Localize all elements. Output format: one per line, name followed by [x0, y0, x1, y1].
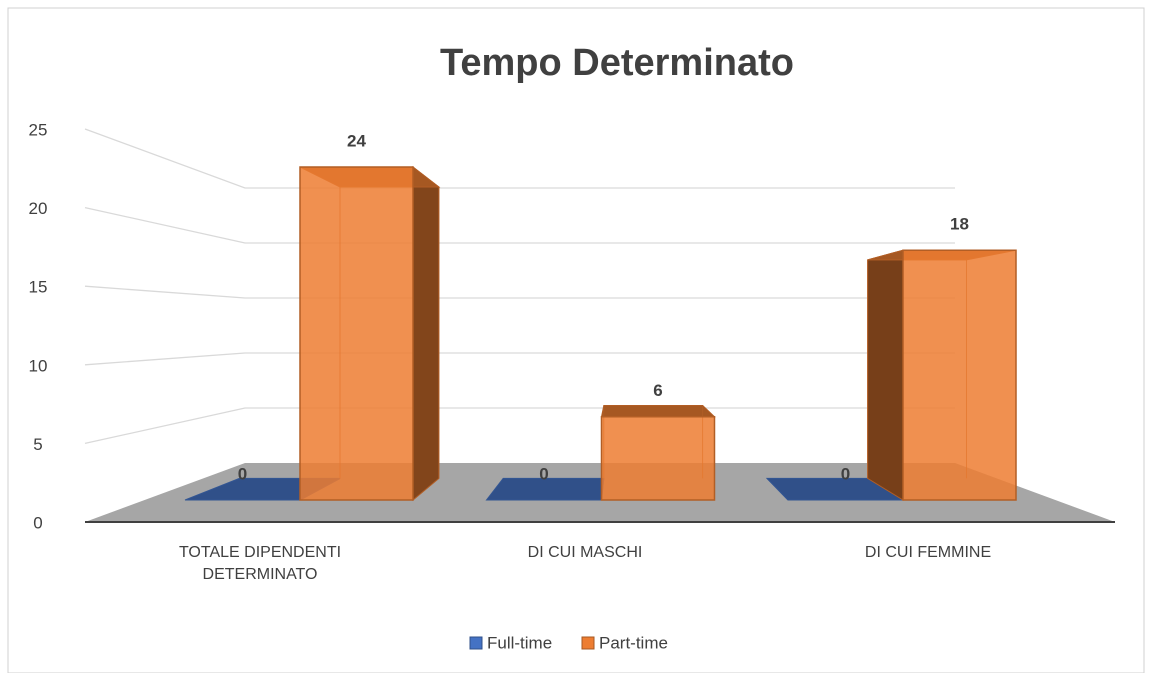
legend-swatch [581, 636, 595, 650]
y-tick-label: 10 [29, 356, 48, 375]
y-tick-label: 5 [33, 435, 42, 454]
grid-line [84, 285, 955, 299]
x-tick-label: DI CUI MASCHI [527, 544, 643, 561]
data-label: 18 [950, 215, 969, 234]
y-tick-label: 25 [29, 120, 48, 139]
legend-swatch [469, 636, 483, 650]
bar [867, 249, 1017, 501]
x-tick-label: TOTALE DIPENDENTI DETERMINATO [178, 544, 342, 583]
x-tick-label: DI CUI FEMMINE [864, 544, 992, 561]
y-tick-label: 0 [33, 513, 42, 532]
chart-title: Tempo Determinato [440, 42, 794, 84]
data-label: 0 [841, 464, 850, 483]
data-label: 24 [347, 131, 366, 150]
data-label: 0 [539, 464, 548, 483]
bar [600, 405, 716, 501]
bar-front [600, 416, 716, 501]
bar-front [902, 249, 1017, 501]
grid-line [84, 352, 955, 366]
bar-top [600, 405, 716, 418]
legend-label: Part-time [599, 633, 668, 652]
bar [299, 165, 441, 502]
bar-side [867, 249, 904, 501]
y-tick-label: 15 [29, 278, 48, 297]
grid-line [84, 128, 955, 189]
y-tick-label: 20 [29, 199, 48, 218]
bar-side [412, 165, 440, 502]
grid-line [84, 407, 955, 445]
legend-label: Full-time [487, 633, 552, 652]
bar-front [299, 166, 414, 501]
data-label: 6 [653, 381, 662, 400]
data-label: 0 [238, 464, 247, 483]
grid-line [84, 206, 955, 244]
